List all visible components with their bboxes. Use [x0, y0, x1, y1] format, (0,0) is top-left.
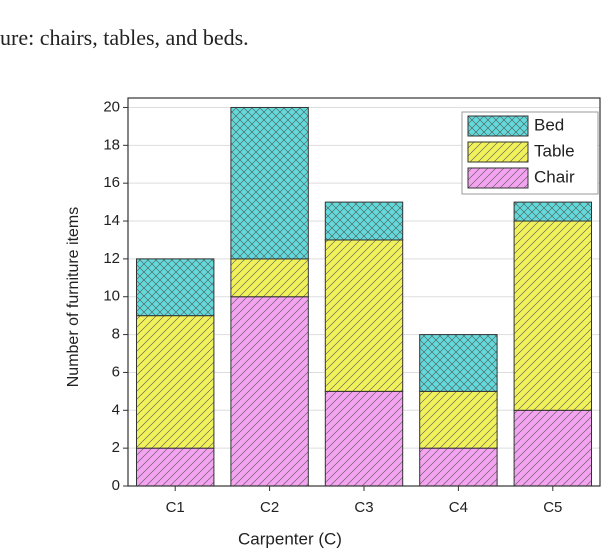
y-tick-label: 14 — [103, 212, 120, 229]
bar-segment — [419, 447, 498, 487]
bar-segment — [324, 239, 404, 392]
legend-label: Bed — [534, 115, 564, 134]
y-tick-label: 8 — [112, 326, 120, 343]
bar-segment — [513, 220, 593, 411]
bar-segment — [230, 258, 309, 298]
legend-label: Table — [534, 141, 575, 160]
bar-segment — [135, 258, 215, 317]
bar-segment — [324, 390, 404, 487]
bar-segment — [230, 296, 309, 487]
bar-segment — [230, 106, 309, 260]
y-tick-label: 12 — [103, 250, 120, 267]
y-tick-label: 0 — [112, 477, 120, 494]
caption: ure: chairs, tables, and beds. — [0, 25, 249, 50]
y-axis-label: Number of furniture items — [65, 207, 82, 388]
y-tick-label: 6 — [112, 363, 120, 380]
y-tick-label: 20 — [103, 98, 120, 115]
y-tick-label: 10 — [103, 288, 120, 305]
legend-label: Chair — [534, 167, 575, 186]
legend-swatch — [467, 141, 529, 163]
bar-segment — [135, 315, 215, 449]
legend-swatch — [467, 167, 529, 189]
bar-segment — [513, 409, 593, 487]
x-axis-label: Carpenter (C) — [238, 529, 342, 548]
bar-segment — [419, 390, 498, 449]
bar-segment — [419, 334, 498, 392]
bar-segment — [513, 201, 593, 222]
x-tick-label: C3 — [354, 499, 373, 516]
plot-frame — [127, 97, 601, 487]
bar-segment — [324, 201, 404, 241]
legend: Bed Table Chair — [461, 111, 599, 195]
x-tick-label: C4 — [449, 499, 468, 516]
y-tick-label: 2 — [112, 439, 120, 456]
y-tick-label: 18 — [103, 136, 120, 153]
x-tick-label: C1 — [166, 499, 185, 516]
x-tick-label: C2 — [260, 499, 279, 516]
bar-segment — [135, 447, 215, 487]
y-tick-label: 16 — [103, 174, 120, 191]
legend-swatch — [467, 115, 529, 137]
x-tick-label: C5 — [543, 499, 562, 516]
y-tick-label: 4 — [112, 401, 120, 418]
